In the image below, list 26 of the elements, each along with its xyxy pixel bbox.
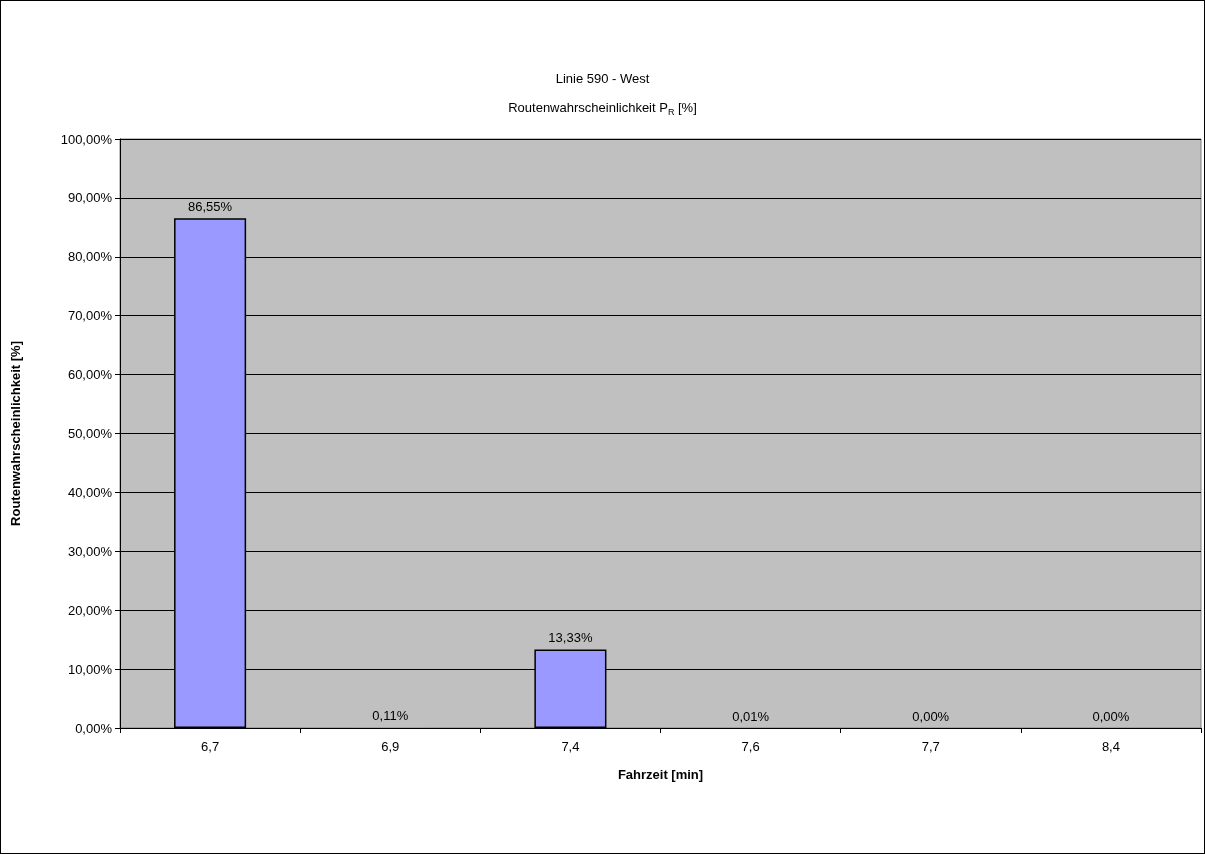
x-tick-label: 7,6: [741, 739, 760, 754]
x-tick-label: 8,4: [1101, 739, 1120, 754]
data-label: 0,01%: [732, 708, 770, 724]
data-label: 86,55%: [188, 199, 233, 215]
y-tick-label: 80,00%: [67, 249, 113, 265]
y-tick-label: 30,00%: [67, 543, 113, 559]
data-label: 13,33%: [548, 630, 593, 646]
y-tick-label: 40,00%: [67, 484, 113, 500]
y-tick-label: 100,00%: [60, 131, 113, 147]
y-tick-label: 50,00%: [67, 426, 113, 441]
x-axis-title: Fahrzeit [min]: [617, 767, 704, 782]
x-tick-label: 6,9: [381, 739, 400, 754]
y-tick-label: 60,00%: [67, 367, 113, 383]
x-tick-label: 6,7: [201, 739, 220, 754]
data-label: 0,11%: [372, 708, 409, 724]
y-tick-label: 70,00%: [67, 308, 113, 324]
x-tick-label: 7,7: [921, 739, 940, 754]
y-axis-title: Routenwahrscheinlichkeit [%]: [8, 341, 23, 526]
chart-title: Linie 590 - West: [555, 71, 650, 86]
y-tick-label: 90,00%: [67, 190, 113, 206]
data-label: 0,00%: [1092, 709, 1130, 724]
x-tick-label: 7,4: [561, 739, 580, 754]
y-tick-label: 20,00%: [67, 602, 113, 618]
y-tick-label: 0,00%: [75, 720, 113, 736]
data-label: 0,00%: [912, 709, 950, 724]
y-tick-label: 10,00%: [67, 661, 113, 677]
